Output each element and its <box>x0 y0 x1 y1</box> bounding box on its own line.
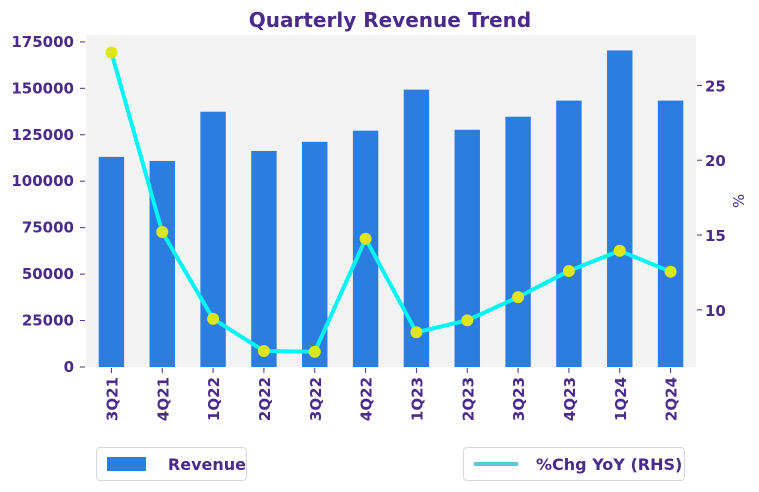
yoy-marker-1Q22 <box>207 312 220 325</box>
bar-2Q24 <box>657 100 684 367</box>
bar-4Q21 <box>149 160 175 367</box>
left-tick-label: 75000 <box>22 219 74 237</box>
x-tick-label: 4Q21 <box>154 377 172 421</box>
legend-revenue: Revenue <box>96 447 247 481</box>
x-tick-label: 2Q23 <box>459 377 477 421</box>
legend-yoy: %Chg YoY (RHS) <box>463 447 685 481</box>
x-axis: 3Q21 4Q21 1Q22 2Q22 3Q22 4Q22 1Q23 2Q23 3Q23 4Q23… <box>103 368 681 421</box>
left-tick-label: 25000 <box>22 312 74 330</box>
bar-series-revenue <box>98 50 684 368</box>
bar-4Q22 <box>352 130 379 367</box>
right-tick-label: 25 <box>705 77 726 95</box>
bar-2Q23 <box>454 129 480 367</box>
legend-label-yoy: %Chg YoY (RHS) <box>536 454 683 474</box>
left-y-axis: 0 25000 50000 75000 100000 125000 150000 175000 <box>11 33 85 376</box>
right-tick-label: 10 <box>705 302 726 320</box>
line-series-yoy <box>105 46 677 358</box>
yoy-marker-1Q23 <box>410 326 423 339</box>
left-tick-label: 100000 <box>11 172 74 190</box>
chart-title: Quarterly Revenue Trend <box>249 8 531 32</box>
left-tick-label: 150000 <box>11 79 74 97</box>
yoy-marker-2Q22 <box>257 344 270 357</box>
right-tick-label: 20 <box>705 152 726 170</box>
yoy-marker-2Q23 <box>461 314 474 327</box>
yoy-marker-3Q23 <box>512 291 525 304</box>
x-tick-label: 3Q22 <box>307 377 325 421</box>
bar-4Q23 <box>556 100 582 367</box>
bar-1Q24 <box>607 50 633 367</box>
right-tick-label: 15 <box>705 227 726 245</box>
bar-3Q23 <box>505 116 531 367</box>
legend-bar-swatch <box>107 457 146 471</box>
right-y-axis-label: % <box>730 194 748 208</box>
yoy-marker-3Q21 <box>105 46 118 59</box>
yoy-line <box>109 51 672 354</box>
yoy-marker-3Q22 <box>308 345 321 358</box>
x-tick-label: 2Q22 <box>256 377 274 421</box>
yoy-marker-4Q22 <box>359 232 372 245</box>
left-tick-label: 125000 <box>11 126 74 144</box>
yoy-marker-4Q23 <box>562 264 575 277</box>
bar-2Q22 <box>251 150 277 367</box>
x-tick-label: 4Q22 <box>358 377 376 421</box>
plot-area <box>86 35 696 367</box>
left-tick-label: 50000 <box>22 265 74 283</box>
left-tick-label: 175000 <box>11 33 74 51</box>
bar-1Q22 <box>200 111 226 368</box>
legend-line-swatch <box>474 462 518 466</box>
yoy-marker-1Q24 <box>613 244 626 257</box>
bar-1Q23 <box>403 89 430 367</box>
left-tick-label: 0 <box>64 358 74 376</box>
legend-label-revenue: Revenue <box>167 454 246 474</box>
x-tick-label: 1Q23 <box>408 377 426 421</box>
yoy-marker-2Q24 <box>664 265 677 278</box>
right-y-axis: 10 15 20 25 <box>697 77 726 320</box>
x-tick-label: 4Q23 <box>561 377 579 421</box>
bar-3Q21 <box>98 156 125 367</box>
x-tick-label: 3Q21 <box>103 377 121 421</box>
x-tick-label: 3Q23 <box>510 377 528 421</box>
x-tick-label: 1Q24 <box>612 377 630 421</box>
x-tick-label: 2Q24 <box>663 377 681 421</box>
yoy-marker-4Q21 <box>156 226 169 239</box>
x-tick-label: 1Q22 <box>205 377 223 421</box>
